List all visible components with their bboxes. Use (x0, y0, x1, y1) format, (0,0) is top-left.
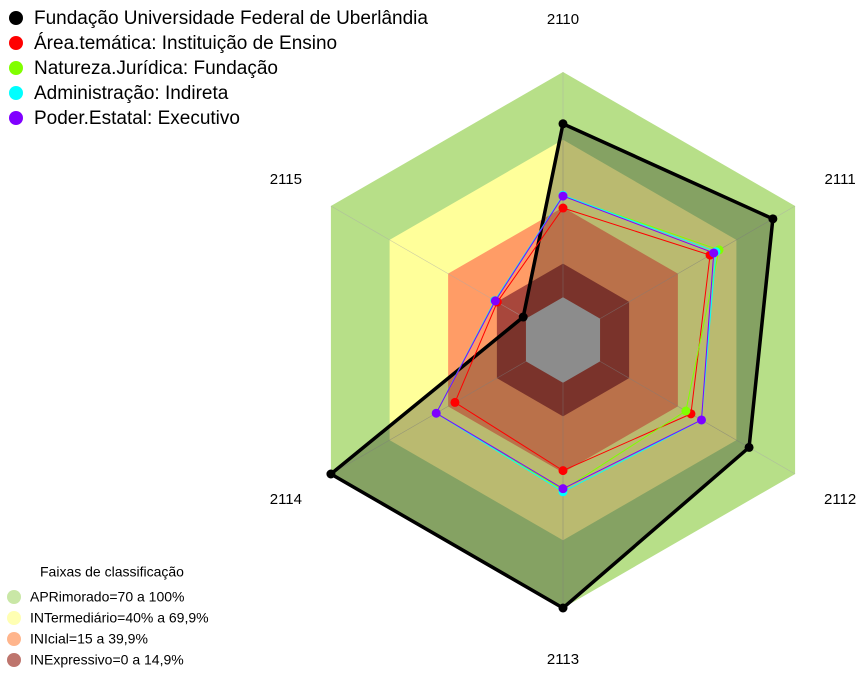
point (768, 214, 778, 224)
point (490, 296, 500, 306)
point (558, 203, 568, 213)
point (450, 397, 460, 407)
point (744, 442, 754, 452)
point (558, 119, 568, 129)
legend-marker (9, 11, 23, 25)
legend-marker (9, 86, 23, 100)
legend-marker (9, 36, 23, 50)
bands-marker (7, 590, 21, 604)
bands-marker (7, 611, 21, 625)
axis-label: 2111 (825, 171, 856, 188)
axis-label: 2110 (547, 11, 579, 28)
spoke (599, 205, 796, 319)
point (558, 484, 568, 494)
point (326, 469, 336, 479)
axis-label: 2112 (824, 491, 856, 508)
bands-marker (7, 653, 21, 667)
point (558, 603, 568, 613)
point (558, 191, 568, 201)
bands-label: APRimorado=70 a 100% (30, 589, 185, 605)
bands-label: INIcial=15 a 39,9% (30, 631, 148, 647)
center (525, 297, 601, 383)
bands-title: Faixas de classificação (40, 564, 184, 580)
legend-label: Fundação Universidade Federal de Uberlân… (34, 8, 428, 29)
legend-marker (9, 61, 23, 75)
spoke (599, 361, 796, 475)
axis-label: 2115 (270, 171, 302, 188)
point (709, 248, 719, 258)
bands-label: INExpressivo=0 a 14,9% (30, 652, 184, 668)
point (681, 406, 691, 416)
axis-label: 2113 (547, 651, 579, 668)
bands-marker (7, 632, 21, 646)
bands-label: INTermediário=40% a 69,9% (30, 610, 209, 626)
point (696, 415, 706, 425)
legend-label: Poder.Estatal: Executivo (34, 108, 240, 129)
legend-label: Área.temática: Instituição de Ensino (34, 33, 337, 54)
legend-label: Natureza.Jurídica: Fundação (34, 58, 278, 79)
point (558, 466, 568, 476)
spoke (330, 361, 527, 475)
point (518, 312, 528, 322)
axis-label: 2114 (270, 491, 302, 508)
point (431, 408, 441, 418)
legend-marker (9, 111, 23, 125)
legend-label: Administração: Indireta (34, 83, 229, 104)
